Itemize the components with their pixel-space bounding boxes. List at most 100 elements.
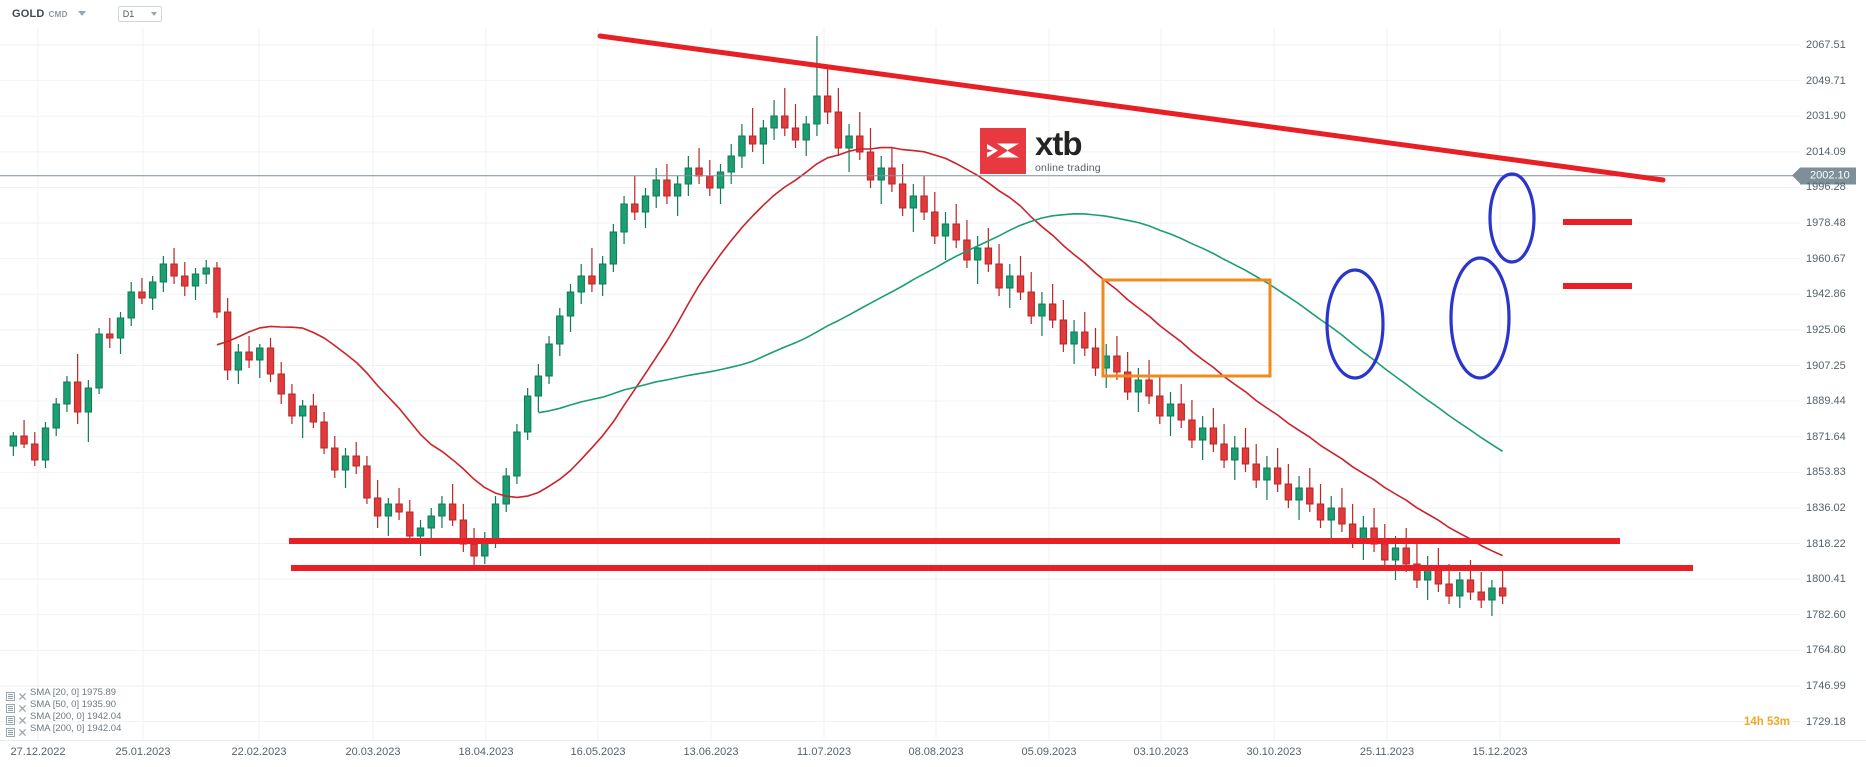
candle-body (984, 247, 993, 265)
time-tick: 13.06.2023 (683, 746, 739, 758)
candle-body (1284, 483, 1293, 501)
legend-item-label: SMA [200, 0] 1942.04 (30, 710, 122, 722)
time-tick: 16.05.2023 (570, 746, 626, 758)
candle-body (1295, 487, 1303, 501)
candle-body (813, 95, 821, 125)
indicator-settings-icon[interactable] (6, 724, 15, 737)
candle-body (1477, 591, 1485, 601)
candle-body (438, 503, 446, 517)
consolidation-box[interactable] (1101, 278, 1272, 378)
candle-body (1027, 291, 1035, 317)
candle-body (727, 155, 735, 173)
time-tick: 25.11.2023 (1359, 746, 1415, 758)
descending-resistance-trendline[interactable] (597, 33, 1666, 183)
symbol-selector[interactable]: GOLD CMD (12, 8, 86, 20)
indicator-settings-icon[interactable] (6, 688, 15, 701)
candle-body (309, 405, 318, 423)
sma-50-line (538, 213, 1504, 452)
candle-body (588, 275, 596, 285)
candle-body (845, 135, 853, 149)
candle-body (1070, 331, 1078, 345)
candle-body (1488, 587, 1496, 601)
candle-body (1081, 331, 1089, 349)
candle-body (63, 381, 71, 405)
price-axis[interactable]: 2002.10 2067.51 2049.71 2031.90 2014.09 1996… (1792, 28, 1866, 740)
candle-body (877, 167, 885, 181)
candle-body (245, 351, 253, 361)
close-icon[interactable] (18, 700, 27, 712)
price-tick: 1978.48 (1806, 217, 1846, 230)
legend-item[interactable]: SMA [200, 0] 1942.04 (6, 722, 266, 737)
candle-body (781, 115, 789, 129)
candle-body (1348, 523, 1357, 541)
candle-body (1445, 583, 1453, 597)
candle-body (1038, 303, 1046, 317)
candle-body (1498, 587, 1507, 597)
candle-body (1391, 547, 1400, 561)
candle-body (1456, 579, 1464, 597)
candle-body (406, 511, 414, 537)
time-tick: 22.02.2023 (231, 746, 287, 758)
price-tick: 1746.99 (1806, 680, 1846, 693)
candle-body (1134, 379, 1143, 393)
candle-body (1006, 275, 1014, 289)
breakout-circle-left[interactable] (1325, 268, 1385, 380)
candle-body (1273, 467, 1282, 485)
price-tick: 2067.51 (1806, 38, 1846, 51)
candle-body (202, 267, 210, 275)
price-tick: 1996.28 (1806, 181, 1846, 194)
indicator-settings-icon[interactable] (6, 712, 15, 725)
candle-body (298, 405, 307, 417)
candle-body (331, 447, 339, 471)
candle-body (513, 431, 521, 477)
breakout-circle-middle[interactable] (1449, 256, 1511, 380)
legend-item[interactable]: SMA [200, 0] 1942.04 (6, 710, 266, 725)
indicator-settings-icon[interactable] (6, 700, 15, 713)
time-tick: 11.07.2023 (796, 746, 852, 758)
candle-body (352, 455, 360, 467)
candle-body (791, 127, 800, 141)
legend-item[interactable]: SMA [20, 0] 1975.89 (6, 686, 266, 701)
time-tick: 25.01.2023 (115, 746, 171, 758)
candle-body (534, 375, 543, 397)
candle-body (320, 421, 328, 449)
price-tick: 1942.86 (1806, 288, 1846, 301)
candle-body (1402, 547, 1410, 565)
candle-body (770, 115, 778, 129)
candle-body (1091, 347, 1100, 369)
candle-body (1241, 447, 1250, 465)
candle-body (1252, 463, 1260, 481)
legend-item[interactable]: SMA [50, 0] 1935.90 (6, 698, 266, 713)
candle-body (1306, 487, 1314, 505)
candle-body (941, 223, 950, 237)
candle-body (663, 179, 671, 197)
candle-body (1198, 427, 1207, 441)
chart-plot-area[interactable] (0, 28, 1800, 740)
chevron-down-icon[interactable] (150, 12, 157, 16)
time-tick: 30.10.2023 (1246, 746, 1302, 758)
close-icon[interactable] (18, 712, 27, 724)
timeframe-select[interactable]: D1 (117, 6, 162, 22)
candle-body (706, 175, 714, 189)
candle-body (95, 333, 103, 389)
price-tick: 1907.25 (1806, 359, 1846, 372)
countdown-minutes: 53m (1766, 716, 1790, 728)
candle-body (920, 195, 928, 213)
candle-body (341, 455, 350, 471)
candle-body (545, 343, 553, 377)
candle-body (266, 347, 275, 375)
candle-body (41, 427, 50, 461)
breakout-circle-right[interactable] (1488, 172, 1536, 264)
chevron-down-icon[interactable] (77, 11, 86, 16)
candle-body (695, 167, 703, 177)
time-tick: 27.12.2022 (10, 746, 66, 758)
candle-body (170, 263, 178, 277)
close-icon[interactable] (18, 724, 27, 736)
candle-body (148, 281, 157, 299)
candle-body (866, 151, 875, 181)
candle-body (898, 183, 907, 209)
time-axis[interactable]: 27.12.2022 25.01.2023 22.02.2023 20.03.2023… (0, 740, 1866, 767)
candlestick-svg (0, 28, 1800, 740)
close-icon[interactable] (18, 688, 27, 700)
candle-body (759, 127, 768, 145)
